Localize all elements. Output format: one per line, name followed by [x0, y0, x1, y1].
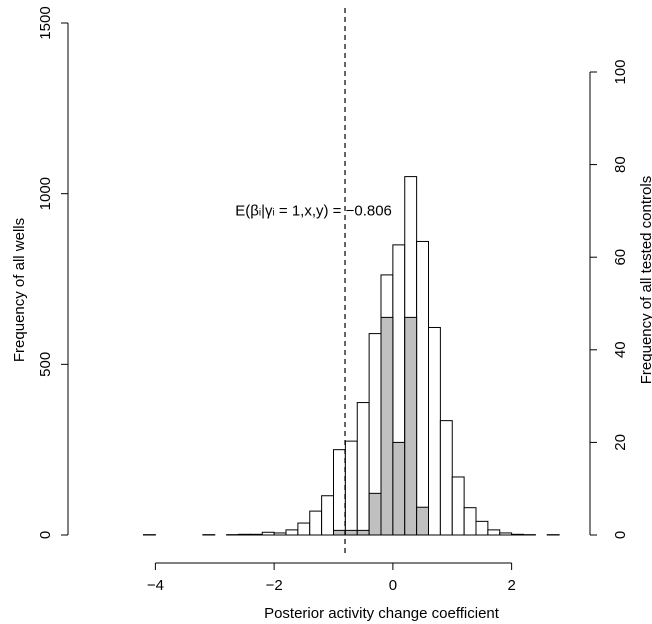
wells-bar [416, 240, 429, 536]
y-tick-label: 0 [37, 531, 54, 539]
wells-bar [321, 495, 334, 536]
wells-bar [428, 326, 441, 536]
y2-axis-label: Frequency of all tested controls [638, 176, 652, 384]
wells-bar [285, 529, 299, 536]
wells-bar [356, 402, 370, 536]
y2-tick-label: 100 [612, 59, 629, 84]
controls-bar [344, 529, 358, 536]
wells-bar [499, 532, 513, 536]
annotation-part: = 1,x,y) = −0.806 [275, 203, 392, 220]
controls-bar [416, 506, 429, 536]
controls-bar [392, 441, 406, 536]
x-tick-label: −2 [266, 577, 283, 594]
wells-bar [309, 510, 323, 536]
y-tick-label: 1000 [37, 177, 54, 210]
wells-bar [487, 529, 501, 536]
controls-bar [380, 316, 394, 536]
annotation-part: |γ [261, 203, 273, 220]
wells-bar [261, 531, 275, 536]
y2-tick-label: 60 [612, 249, 629, 266]
wells-bar [511, 533, 524, 536]
y-tick-label: 1500 [37, 6, 54, 39]
wells-bar [249, 533, 263, 536]
wells-bar [238, 533, 251, 536]
wells-histogram-series [143, 176, 560, 536]
y2-tick-label: 40 [612, 341, 629, 358]
y-tick-label: 500 [37, 352, 54, 377]
wells-bar [475, 520, 489, 536]
x-tick-label: −4 [147, 577, 164, 594]
annotation-part: E(β [235, 203, 259, 220]
x-tick-label: 2 [507, 577, 515, 594]
x-tick-label: 0 [389, 577, 397, 594]
controls-bar [368, 492, 382, 536]
x-axis-label: Posterior activity change coefficient [264, 605, 500, 622]
y2-tick-label: 0 [612, 531, 629, 539]
wells-bar [439, 420, 453, 536]
y2-tick-label: 80 [612, 156, 629, 173]
y-axis-label: Frequency of all wells [11, 218, 28, 362]
wells-bar [344, 440, 358, 536]
y2-tick-label: 20 [612, 434, 629, 451]
wells-bar [273, 532, 287, 536]
wells-bar [463, 507, 477, 536]
controls-bar [356, 529, 370, 536]
controls-bar [333, 529, 346, 536]
controls-histogram-series [333, 316, 429, 536]
controls-bar [404, 316, 418, 536]
wells-bar [333, 449, 346, 536]
annotation-part: i [273, 208, 275, 219]
posterior-mean-annotation: E(βi|γi = 1,x,y) = −0.806 [235, 203, 392, 220]
wells-bar [297, 522, 311, 536]
annotation-part: i [259, 208, 261, 219]
wells-bar [451, 476, 465, 536]
